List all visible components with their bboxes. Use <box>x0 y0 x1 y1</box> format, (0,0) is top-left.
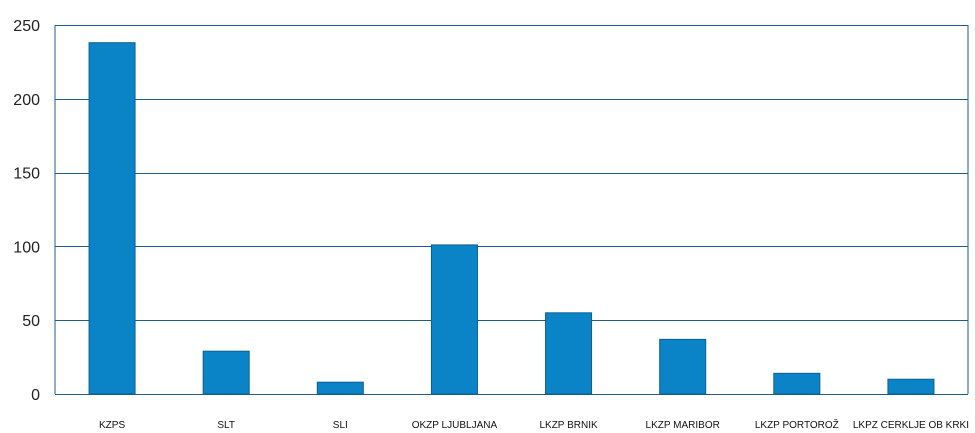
gridlines <box>54 25 969 395</box>
x-category-label: SLI <box>333 420 348 431</box>
x-category-label: SLT <box>217 420 235 431</box>
bar <box>316 381 364 395</box>
x-category-label: KZPS <box>99 420 125 431</box>
x-axis-labels: KZPS SLT SLI OKZP LJUBLJANA LKZP BRNIK LKZP M… <box>99 418 969 431</box>
x-category-label: LKZP BRNIK <box>539 420 597 431</box>
y-tick-label: 0 <box>31 387 40 404</box>
y-tick-label: 100 <box>13 239 40 256</box>
bar <box>430 244 478 395</box>
bar <box>88 42 136 395</box>
bar <box>202 350 250 395</box>
x-category-label: LKPZ CERKLJE OB KRKI <box>853 420 969 431</box>
y-tick-label: 200 <box>13 92 40 109</box>
bar <box>773 372 821 395</box>
x-category-label: LKZP PORTOROŽ <box>755 418 839 431</box>
bar <box>659 338 707 395</box>
bar <box>545 312 593 395</box>
y-tick-label: 250 <box>13 18 40 35</box>
bars <box>88 42 935 395</box>
y-tick-label: 150 <box>13 166 40 183</box>
y-tick-label: 50 <box>22 313 40 330</box>
bar <box>887 378 935 395</box>
x-category-label: OKZP LJUBLJANA <box>412 420 498 431</box>
y-axis-ticks: 0 50 100 150 200 250 <box>13 18 40 404</box>
x-category-label: LKZP MARIBOR <box>646 420 720 431</box>
